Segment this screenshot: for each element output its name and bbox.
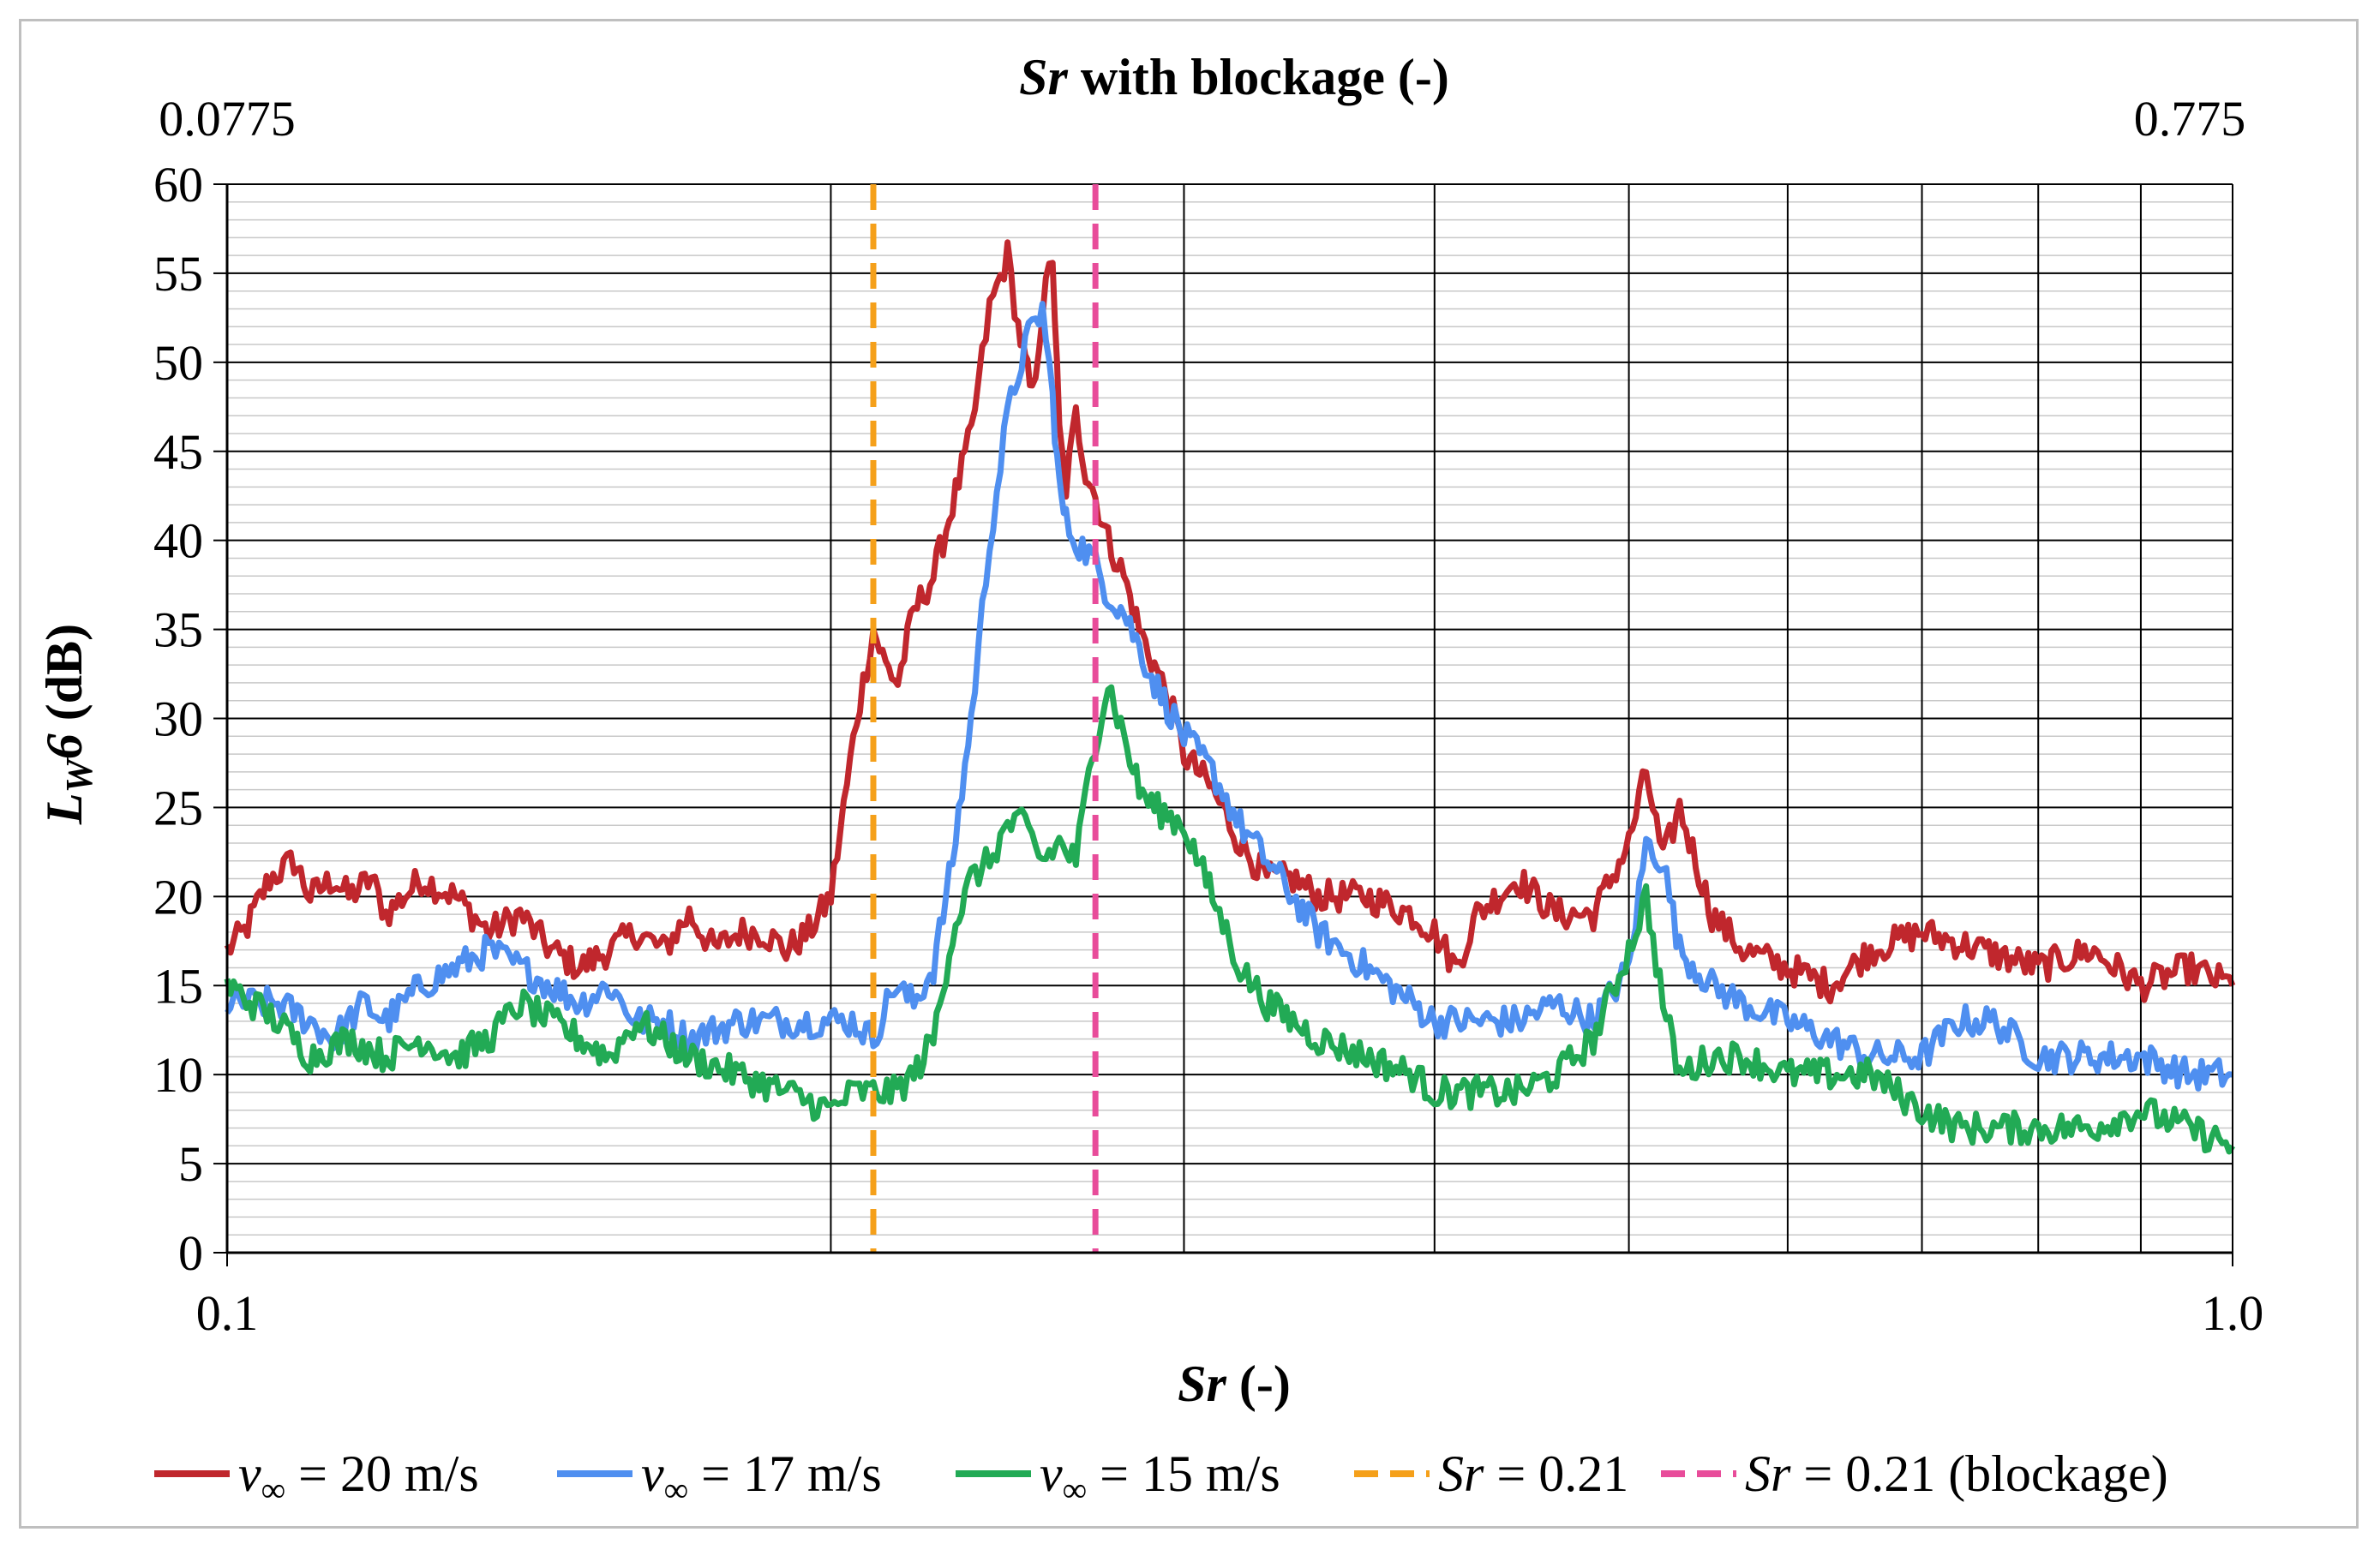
top-axis-title: Sr with blockage (-) xyxy=(1019,49,1449,105)
y-tick-label: 50 xyxy=(153,335,203,391)
series-line-0 xyxy=(224,239,2236,1005)
y-tick-label: 35 xyxy=(153,602,203,658)
y-tick-label: 40 xyxy=(153,513,203,569)
legend-label-15ms: v∞ = 15 m/s xyxy=(1040,1445,1280,1509)
legend-item-sr-021-blockage: Sr = 0.21 (blockage) xyxy=(1661,1445,2168,1502)
legend-item-sr-021: Sr = 0.21 xyxy=(1354,1445,1628,1502)
y-tick-label: 10 xyxy=(153,1047,203,1103)
minor-gridlines xyxy=(227,201,2233,1236)
y-tick-label: 15 xyxy=(153,958,203,1014)
y-tick-label: 45 xyxy=(153,424,203,480)
y-tick-label: 55 xyxy=(153,246,203,302)
x-tick-label: 0.1 xyxy=(196,1285,259,1341)
y-tick-label: 20 xyxy=(153,869,203,925)
legend-label-sr-021: Sr = 0.21 xyxy=(1438,1445,1628,1502)
legend-item-15ms: v∞ = 15 m/s xyxy=(956,1445,1280,1509)
y-tick-label: 60 xyxy=(153,157,203,212)
legend-item-20ms: v∞ = 20 m/s xyxy=(154,1445,479,1509)
y-axis-title: LW6 (dB) xyxy=(36,624,100,825)
legend-item-17ms: v∞ = 17 m/s xyxy=(557,1445,882,1509)
y-tick-label: 25 xyxy=(153,780,203,835)
legend-label-sr-021-blockage: Sr = 0.21 (blockage) xyxy=(1745,1445,2168,1502)
top-axis-tick-right: 0.775 xyxy=(2134,91,2246,147)
major-gridlines xyxy=(227,183,2233,1254)
series-layer xyxy=(224,184,2236,1253)
top-axis-tick-left: 0.0775 xyxy=(159,91,296,147)
legend: v∞ = 20 m/s v∞ = 17 m/s v∞ = 15 m/s Sr =… xyxy=(154,1445,2168,1509)
legend-label-17ms: v∞ = 17 m/s xyxy=(641,1445,882,1509)
tick-labels: 0 5 10 15 20 25 30 35 40 45 50 55 60 0.1 1.0 xyxy=(153,157,2263,1341)
x-axis-title: Sr (-) xyxy=(1178,1356,1291,1412)
legend-label-20ms: v∞ = 20 m/s xyxy=(238,1445,479,1509)
axes xyxy=(213,183,2233,1266)
x-tick-label: 1.0 xyxy=(2202,1285,2264,1341)
y-tick-label: 0 xyxy=(178,1225,203,1281)
series-line-2 xyxy=(224,684,2236,1155)
y-tick-label: 30 xyxy=(153,691,203,747)
series-line-1 xyxy=(225,301,2233,1092)
chart-frame xyxy=(19,19,2359,1529)
y-tick-label: 5 xyxy=(178,1136,203,1192)
